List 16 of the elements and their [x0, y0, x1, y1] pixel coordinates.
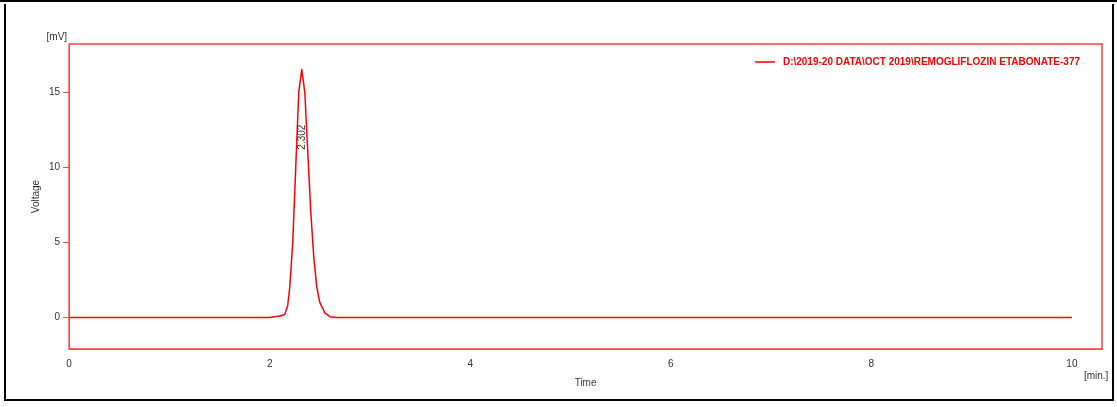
x-axis-title: Time — [574, 376, 597, 388]
text: [mV] — [46, 30, 68, 42]
y-tick-label: 5 — [54, 236, 61, 248]
x-tick-label: 0 — [66, 357, 73, 369]
x-tick-label: 10 — [1066, 357, 1078, 369]
y-tick-label: 0 — [54, 311, 61, 323]
y-tick-label: 10 — [49, 160, 61, 172]
y-axis-title: Voltage — [29, 179, 41, 214]
x-tick-label: 2 — [266, 357, 273, 369]
y-tick-label: 15 — [49, 85, 61, 97]
legend-label: D:\2019-20 DATA\OCT 2019\REMOGLIFLOZIN ETABONATE-377 — [782, 55, 1081, 67]
x-tick-label: 6 — [668, 357, 675, 369]
x-tick-label: 4 — [467, 357, 474, 369]
text: [min.] — [1083, 369, 1109, 381]
annotation: 2.302 — [295, 124, 307, 150]
x-tick-label: 8 — [868, 357, 875, 369]
